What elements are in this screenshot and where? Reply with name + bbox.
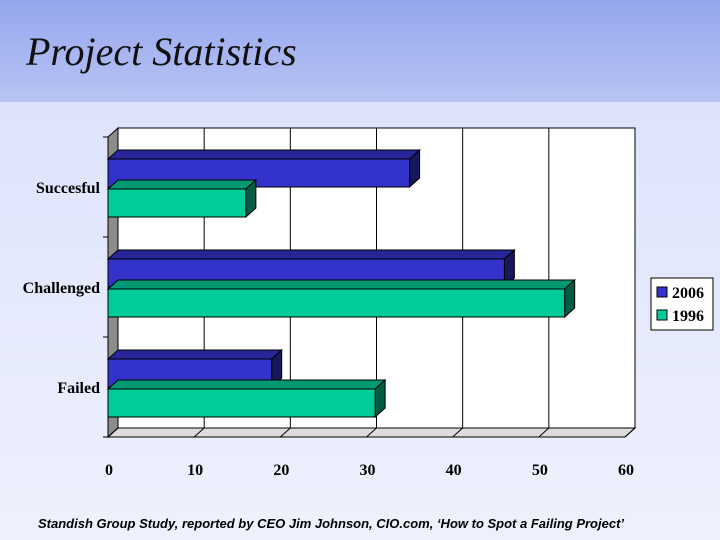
x-tick-label: 0	[105, 462, 113, 479]
bar-front	[107, 188, 247, 218]
bar-front	[107, 388, 376, 418]
bar-succesful-1996	[106, 178, 258, 219]
floor-tick	[452, 427, 464, 438]
bar-front	[107, 288, 566, 318]
floor-tick	[107, 427, 119, 438]
bar-top	[106, 379, 387, 390]
x-tick-label: 10	[187, 462, 203, 479]
category-label: Succesful	[36, 180, 101, 197]
footnote: Standish Group Study, reported by CEO Ji…	[38, 516, 625, 531]
floor-tick	[279, 427, 291, 438]
bar-failed-1996	[106, 378, 387, 419]
bar-top	[106, 349, 284, 360]
legend: 2006 1996	[650, 277, 714, 331]
bar-challenged-1996	[106, 278, 576, 319]
bar-top	[106, 279, 576, 290]
x-tick-label: 50	[532, 462, 548, 479]
category-labels: Succesful Challenged Failed	[23, 180, 101, 397]
title-band	[0, 0, 720, 102]
legend-swatch-2006	[656, 286, 668, 298]
floor-tick	[538, 427, 550, 438]
floor-tick	[366, 427, 377, 438]
category-label: Challenged	[23, 280, 100, 297]
bar-top	[106, 149, 421, 160]
x-axis-ticks: 0 10 20 30 40 50 60	[105, 462, 634, 479]
x-tick-label: 40	[446, 462, 462, 479]
floor-tick	[193, 427, 205, 438]
x-tick-label: 60	[618, 462, 634, 479]
x-tick-label: 30	[360, 462, 376, 479]
legend-label-2006: 2006	[672, 285, 704, 302]
legend-swatch-1996	[656, 309, 668, 321]
category-label: Failed	[57, 380, 100, 397]
floor-tick	[624, 427, 636, 438]
legend-label-1996: 1996	[672, 308, 704, 325]
bar-top	[106, 249, 516, 260]
bar-top	[106, 179, 258, 190]
slide-title: Project Statistics	[26, 29, 297, 74]
x-tick-label: 20	[273, 462, 289, 479]
bars-group	[106, 148, 576, 419]
